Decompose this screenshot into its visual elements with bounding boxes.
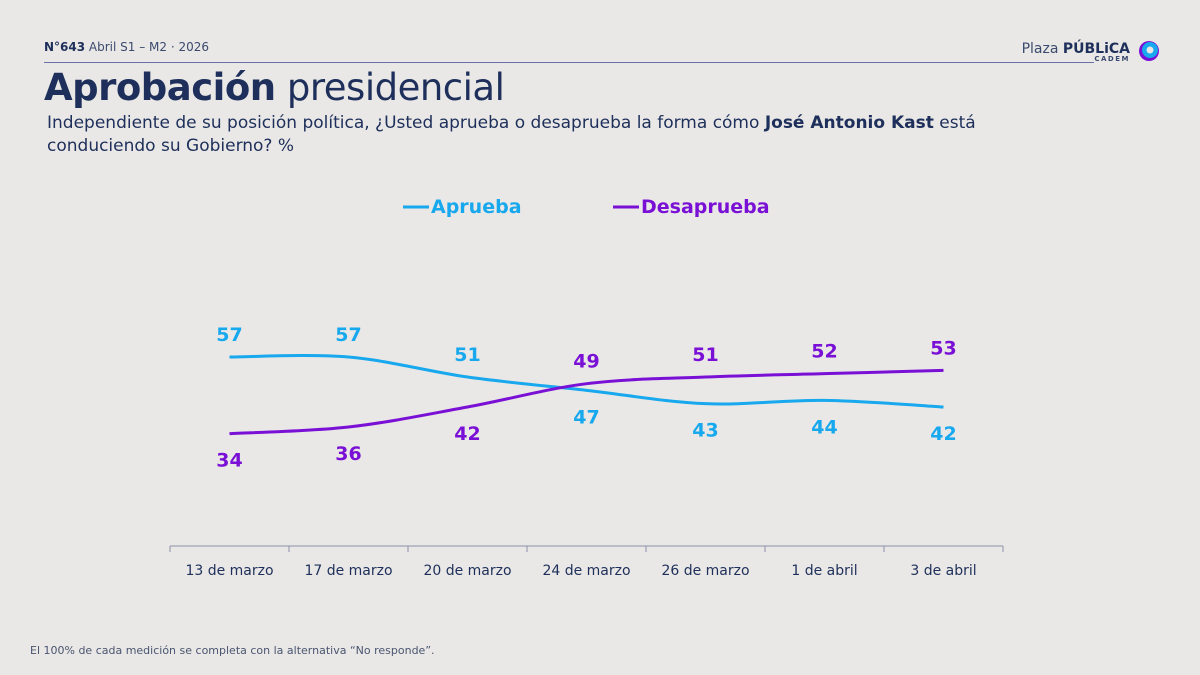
data-label: 42 [454, 423, 480, 445]
data-label: 42 [930, 423, 956, 445]
data-label: 44 [811, 416, 837, 438]
survey-edition: N°643 Abril S1 – M2 · 2026 [44, 40, 210, 54]
data-label: 36 [335, 443, 361, 465]
x-tick-label: 17 de marzo [304, 563, 392, 579]
x-tick-label: 26 de marzo [661, 563, 749, 579]
page-title: Aprobación presidencial [44, 66, 505, 109]
data-label: 43 [692, 420, 718, 442]
legend-label: Desaprueba [641, 196, 770, 218]
footnote: El 100% de cada medición se completa con… [30, 644, 435, 657]
header-rule [44, 62, 1094, 63]
x-tick-label: 13 de marzo [185, 563, 273, 579]
x-tick-label: 24 de marzo [542, 563, 630, 579]
data-label: 51 [692, 344, 718, 366]
data-label: 57 [216, 324, 242, 346]
data-label: 52 [811, 341, 837, 363]
data-label: 47 [573, 406, 599, 428]
series-line-desaprueba [229, 368, 944, 436]
logo-icon [1139, 41, 1159, 61]
data-label: 49 [573, 351, 599, 373]
plaza-publica-logo: Plaza PÚBLiCA CADEM [1021, 41, 1130, 63]
data-label: 34 [216, 450, 242, 472]
x-tick-label: 20 de marzo [423, 563, 511, 579]
legend-label: Aprueba [431, 196, 522, 218]
data-label: 57 [335, 324, 361, 346]
x-tick-label: 3 de abril [910, 563, 976, 579]
survey-question: Independiente de su posición política, ¿… [47, 113, 976, 156]
x-tick-label: 1 de abril [791, 563, 857, 579]
data-label: 53 [930, 337, 956, 359]
series-line-aprueba [229, 354, 944, 409]
data-label: 51 [454, 344, 480, 366]
